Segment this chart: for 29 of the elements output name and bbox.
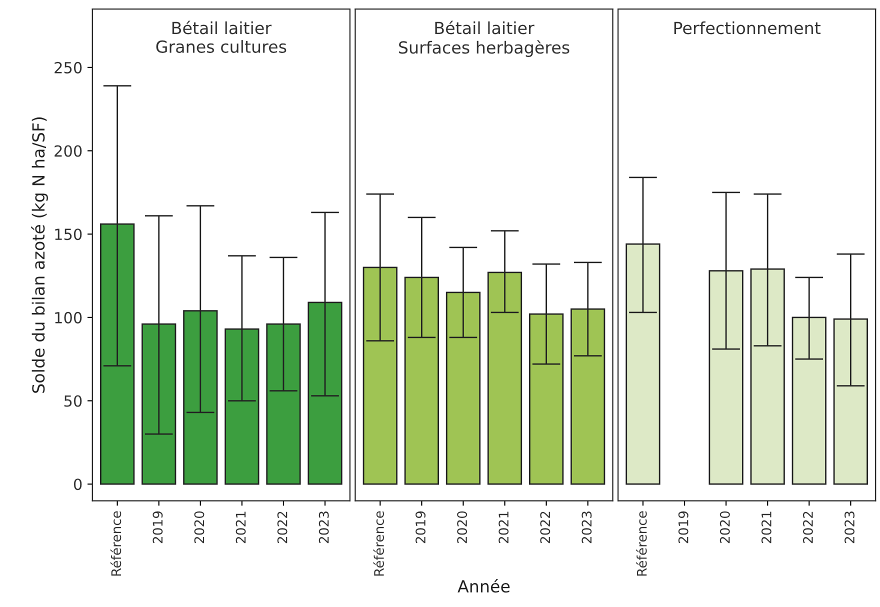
x-tick-label: 2019 bbox=[416, 511, 426, 544]
x-tick-label: 2020 bbox=[194, 511, 204, 544]
x-tick-label: 2021 bbox=[236, 512, 246, 544]
text: Bétail laitier Granes cultures bbox=[156, 20, 286, 53]
x-tick-label: 2021 bbox=[761, 512, 772, 544]
x-tick-label: 2020 bbox=[720, 511, 730, 544]
x-tick-label: 2022 bbox=[277, 512, 288, 544]
x-tick-label: Référence bbox=[110, 511, 122, 576]
x-tick-label: 2021 bbox=[498, 512, 509, 544]
y-axis-title: Solde du bilan azoté (kg N ha/SF) bbox=[31, 117, 48, 393]
y-tick-label: 50 bbox=[64, 395, 82, 407]
x-tick-label: 2023 bbox=[582, 512, 592, 544]
y-tick-label: 0 bbox=[74, 478, 82, 490]
y-tick-label: 250 bbox=[54, 62, 82, 74]
x-tick-label: Référence bbox=[636, 511, 647, 576]
x-tick-label: 2023 bbox=[844, 512, 855, 544]
x-tick-label: 2019 bbox=[152, 511, 163, 544]
text: Perfectionnement bbox=[674, 21, 821, 34]
x-tick-label: 2023 bbox=[318, 512, 329, 544]
text: Bétail laitier Surfaces herbagères bbox=[399, 20, 570, 57]
x-tick-label: 2019 bbox=[678, 511, 688, 544]
x-tick-label: Référence bbox=[373, 511, 384, 576]
x-tick-label: 2022 bbox=[540, 512, 550, 544]
y-tick-label: 100 bbox=[55, 312, 82, 324]
x-tick-label: 2022 bbox=[802, 512, 813, 544]
y-tick-label: 150 bbox=[55, 228, 82, 240]
x-axis-title: Année bbox=[458, 579, 510, 593]
x-tick-label: 2020 bbox=[457, 511, 468, 544]
y-tick-label: 200 bbox=[54, 145, 82, 157]
